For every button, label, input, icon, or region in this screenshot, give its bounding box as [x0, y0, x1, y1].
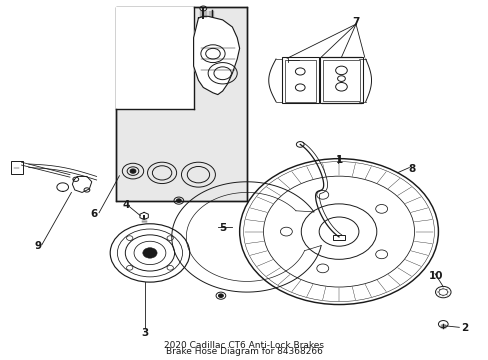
Text: 1: 1 — [335, 156, 342, 166]
Circle shape — [176, 199, 181, 202]
Polygon shape — [193, 16, 239, 95]
Text: 10: 10 — [428, 271, 442, 281]
Text: 8: 8 — [407, 164, 414, 174]
Text: 5: 5 — [219, 223, 226, 233]
Bar — [284, 60, 316, 102]
Text: Brake Hose Diagram for 84368266: Brake Hose Diagram for 84368266 — [166, 347, 322, 356]
Text: 2020 Cadillac CT6 Anti-Lock Brakes: 2020 Cadillac CT6 Anti-Lock Brakes — [164, 341, 324, 350]
Text: 3: 3 — [141, 328, 148, 338]
Text: 7: 7 — [351, 17, 359, 27]
Bar — [11, 161, 23, 174]
Bar — [323, 60, 359, 101]
Circle shape — [218, 294, 223, 297]
Bar — [116, 8, 246, 201]
Text: 2: 2 — [461, 323, 468, 333]
Bar — [319, 57, 363, 103]
Polygon shape — [72, 176, 92, 193]
Bar — [332, 235, 344, 240]
Circle shape — [130, 169, 136, 173]
Bar — [282, 57, 318, 103]
Bar — [116, 8, 193, 109]
Text: 9: 9 — [35, 241, 42, 251]
Text: 4: 4 — [122, 200, 129, 210]
Text: 6: 6 — [90, 209, 98, 219]
Circle shape — [142, 248, 157, 258]
